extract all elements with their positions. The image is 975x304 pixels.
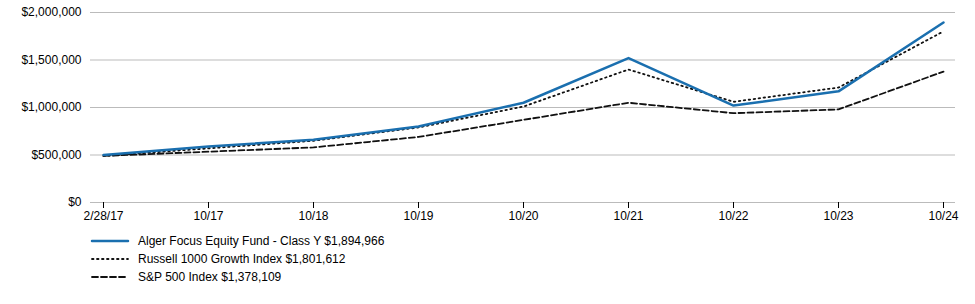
html-text:Alger Focus Equity Fund - Clas: Alger Focus Equity Fund - Class Y $1,894… <box>138 234 385 248</box>
svg-text:10/20: 10/20 <box>508 209 538 223</box>
svg-text:$1,500,000: $1,500,000 <box>21 53 81 67</box>
svg-text:10/17: 10/17 <box>193 209 223 223</box>
svg-text:10/22: 10/22 <box>718 209 748 223</box>
svg-text:10/18: 10/18 <box>298 209 328 223</box>
svg-text:10/19: 10/19 <box>403 209 433 223</box>
svg-text:$1,000,000: $1,000,000 <box>21 100 81 114</box>
svg-text:$500,000: $500,000 <box>31 148 81 162</box>
svg-text:10/23: 10/23 <box>823 209 853 223</box>
svg-text:10/24: 10/24 <box>928 209 958 223</box>
svg-text:$0: $0 <box>68 195 82 209</box>
html-text:S&P 500 Index $1,378,109: S&P 500 Index $1,378,109 <box>138 270 282 284</box>
html-text:Russell 1000 Growth Index $1,8: Russell 1000 Growth Index $1,801,612 <box>138 252 346 266</box>
svg-text:$2,000,000: $2,000,000 <box>21 5 81 19</box>
svg-text:10/21: 10/21 <box>613 209 643 223</box>
svg-text:2/28/17: 2/28/17 <box>83 209 123 223</box>
